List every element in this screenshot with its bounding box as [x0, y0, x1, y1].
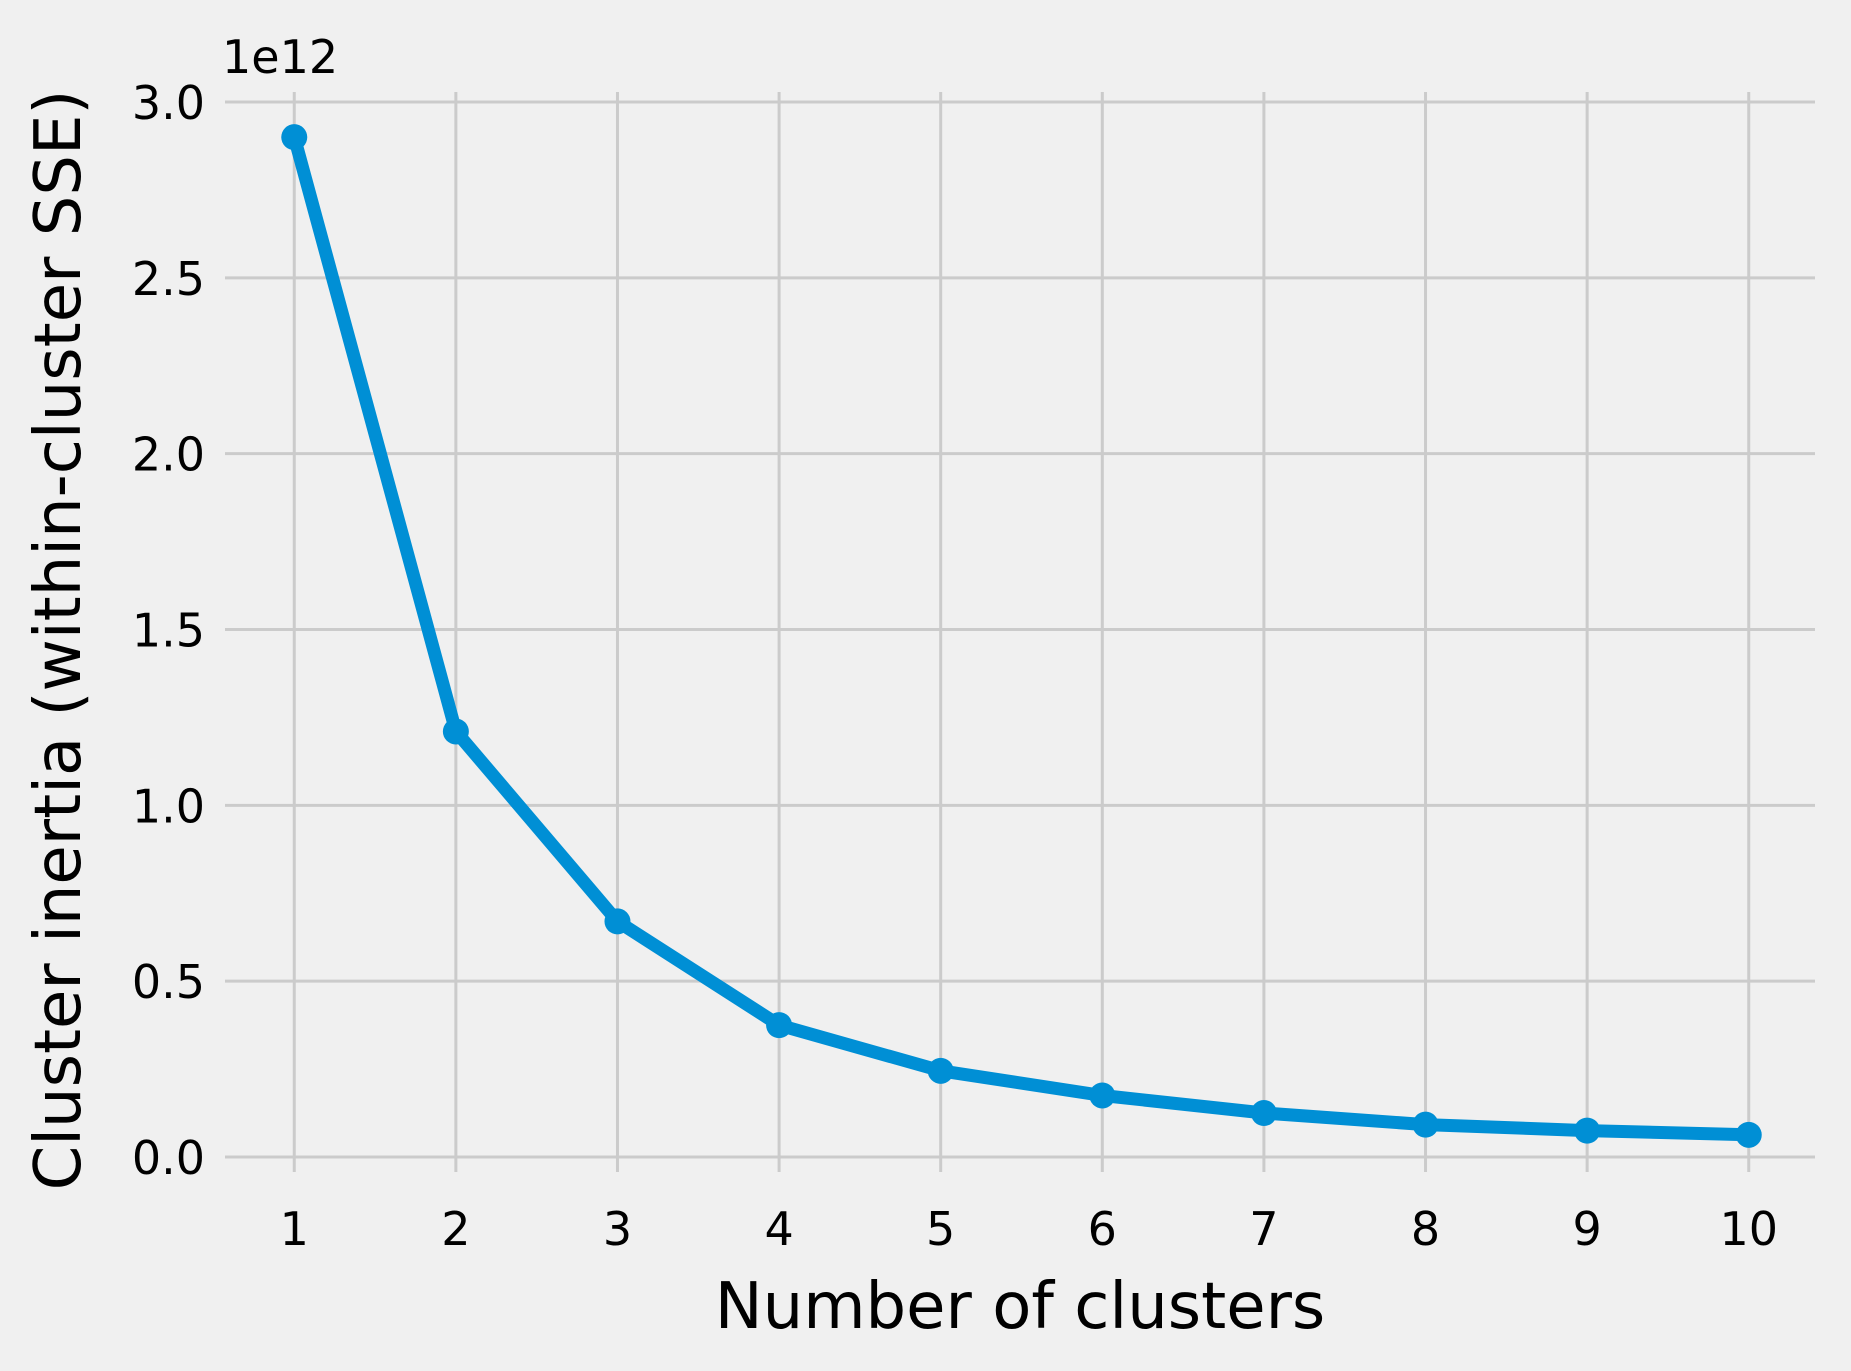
data-point [1250, 1100, 1277, 1127]
data-point [281, 124, 308, 151]
data-point [1735, 1121, 1762, 1148]
y-tick-labels: 0.0 0.5 1.0 1.5 2.0 2.5 3.0 [132, 76, 205, 1185]
x-tick-label: 7 [1249, 1202, 1278, 1256]
x-tick-label: 10 [1719, 1202, 1778, 1256]
data-point [604, 908, 631, 935]
grid [225, 92, 1815, 1172]
y-tick-label: 1.5 [132, 604, 205, 658]
data-point [442, 718, 469, 745]
data-point [1574, 1117, 1601, 1144]
data-point [1412, 1111, 1439, 1138]
x-tick-label: 4 [764, 1202, 793, 1256]
x-tick-label: 5 [926, 1202, 955, 1256]
y-tick-label: 1.0 [132, 779, 205, 833]
x-tick-label: 3 [603, 1202, 632, 1256]
y-axis-label: Cluster inertia (within-cluster SSE) [22, 90, 96, 1191]
x-tick-label: 1 [280, 1202, 309, 1256]
x-axis-label: Number of clusters [715, 1270, 1325, 1344]
x-tick-label: 6 [1088, 1202, 1117, 1256]
y-tick-label: 3.0 [132, 76, 205, 130]
x-tick-label: 2 [441, 1202, 470, 1256]
y-tick-label: 0.0 [132, 1131, 205, 1185]
x-tick-label: 9 [1572, 1202, 1601, 1256]
y-axis-offset-label: 1e12 [222, 30, 338, 84]
data-point [766, 1012, 793, 1039]
y-tick-label: 2.0 [132, 428, 205, 482]
data-point [1089, 1082, 1116, 1109]
y-tick-label: 2.5 [132, 252, 205, 306]
x-tick-label: 8 [1411, 1202, 1440, 1256]
y-tick-label: 0.5 [132, 955, 205, 1009]
series-line [287, 130, 1756, 1142]
series-line-group [281, 124, 1762, 1148]
x-tick-labels: 1 2 3 4 5 6 7 8 9 10 [280, 1202, 1778, 1256]
data-point [927, 1057, 954, 1084]
